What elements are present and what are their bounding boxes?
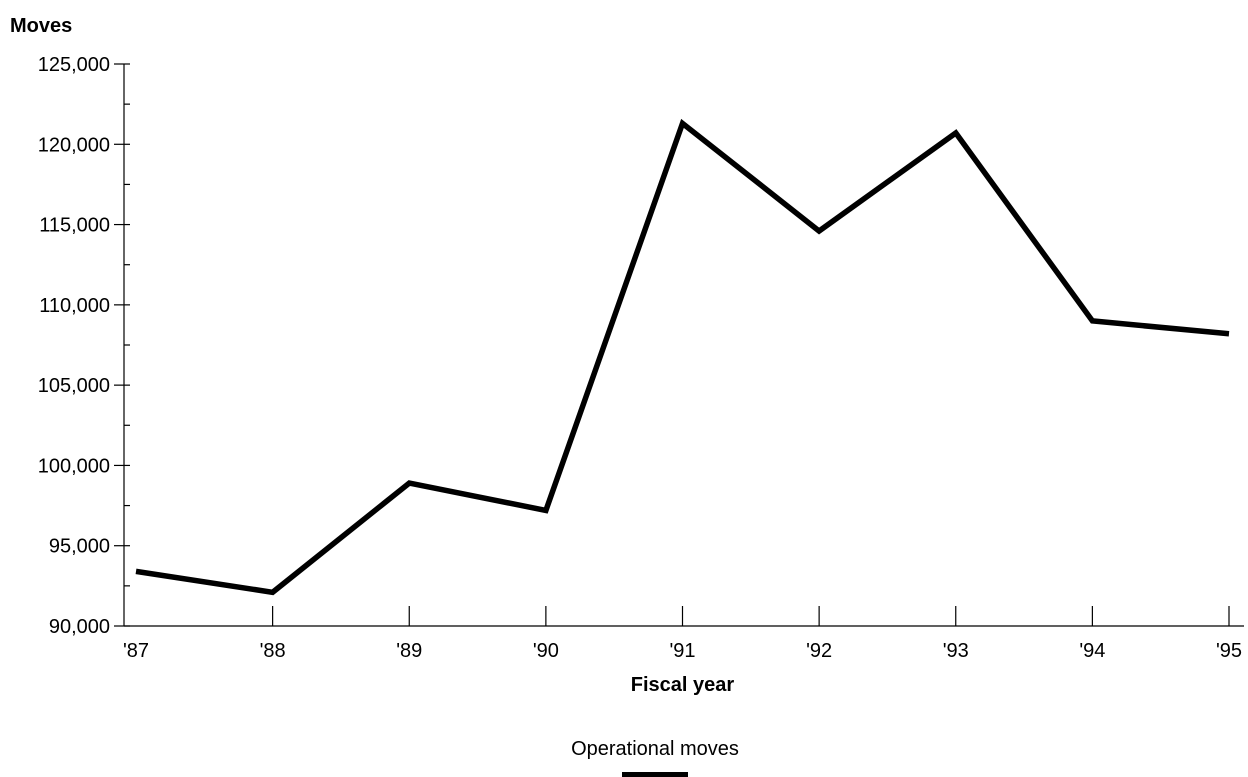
y-axis-title: Moves — [10, 15, 72, 37]
series-layer — [135, 118, 1230, 596]
x-tick-label: '93 — [943, 640, 969, 662]
y-tick-label: 120,000 — [38, 134, 110, 156]
legend: Operational moves — [571, 738, 739, 777]
x-tick-label: '88 — [260, 640, 286, 662]
x-tick-label: '92 — [806, 640, 832, 662]
legend-label: Operational moves — [571, 738, 739, 760]
x-tick-label: '91 — [669, 640, 695, 662]
y-tick-label: 90,000 — [49, 616, 110, 638]
y-axis: 90,000 95,000 100,000 105,000 110,000 115,000… — [38, 54, 130, 638]
y-tick-label: 110,000 — [39, 295, 110, 317]
y-tick-label: 100,000 — [38, 455, 110, 477]
y-tick-label: 95,000 — [49, 536, 110, 558]
series-line — [135, 118, 1230, 596]
y-tick-label: 115,000 — [39, 215, 110, 237]
x-tick-label: '87 — [123, 640, 149, 662]
x-axis-title: Fiscal year — [631, 674, 735, 696]
x-tick-label: '94 — [1079, 640, 1105, 662]
y-tick-label: 125,000 — [38, 54, 110, 76]
x-axis: '87 '88 '89 '90 '91 '92 '93 '94 '95 — [123, 606, 1244, 662]
x-tick-label: '89 — [396, 640, 422, 662]
y-tick-label: 105,000 — [38, 375, 110, 397]
x-tick-label: '95 — [1216, 640, 1242, 662]
x-tick-label: '90 — [533, 640, 559, 662]
legend-swatch — [622, 772, 688, 777]
